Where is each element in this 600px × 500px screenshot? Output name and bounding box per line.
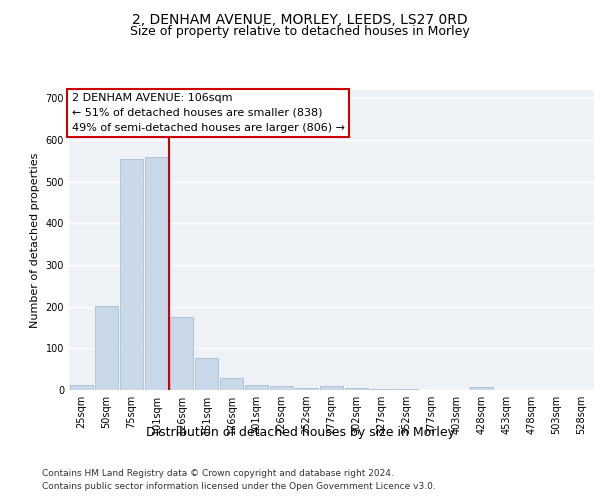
- Text: Contains public sector information licensed under the Open Government Licence v3: Contains public sector information licen…: [42, 482, 436, 491]
- Bar: [270, 386, 293, 390]
- Bar: [220, 378, 243, 390]
- Bar: [245, 384, 268, 390]
- Text: Size of property relative to detached houses in Morley: Size of property relative to detached ho…: [130, 25, 470, 38]
- Bar: [345, 388, 368, 390]
- Bar: [370, 389, 393, 390]
- Bar: [295, 388, 318, 390]
- Bar: [170, 317, 193, 390]
- Text: 2, DENHAM AVENUE, MORLEY, LEEDS, LS27 0RD: 2, DENHAM AVENUE, MORLEY, LEEDS, LS27 0R…: [132, 12, 468, 26]
- Bar: [145, 156, 168, 390]
- Bar: [95, 306, 118, 390]
- Bar: [195, 358, 218, 390]
- Bar: [70, 385, 93, 390]
- Text: Contains HM Land Registry data © Crown copyright and database right 2024.: Contains HM Land Registry data © Crown c…: [42, 468, 394, 477]
- Y-axis label: Number of detached properties: Number of detached properties: [30, 152, 40, 328]
- Bar: [470, 387, 493, 390]
- Text: 2 DENHAM AVENUE: 106sqm
← 51% of detached houses are smaller (838)
49% of semi-d: 2 DENHAM AVENUE: 106sqm ← 51% of detache…: [71, 93, 344, 132]
- Text: Distribution of detached houses by size in Morley: Distribution of detached houses by size …: [146, 426, 455, 439]
- Bar: [395, 389, 418, 390]
- Bar: [320, 386, 343, 390]
- Bar: [120, 159, 143, 390]
